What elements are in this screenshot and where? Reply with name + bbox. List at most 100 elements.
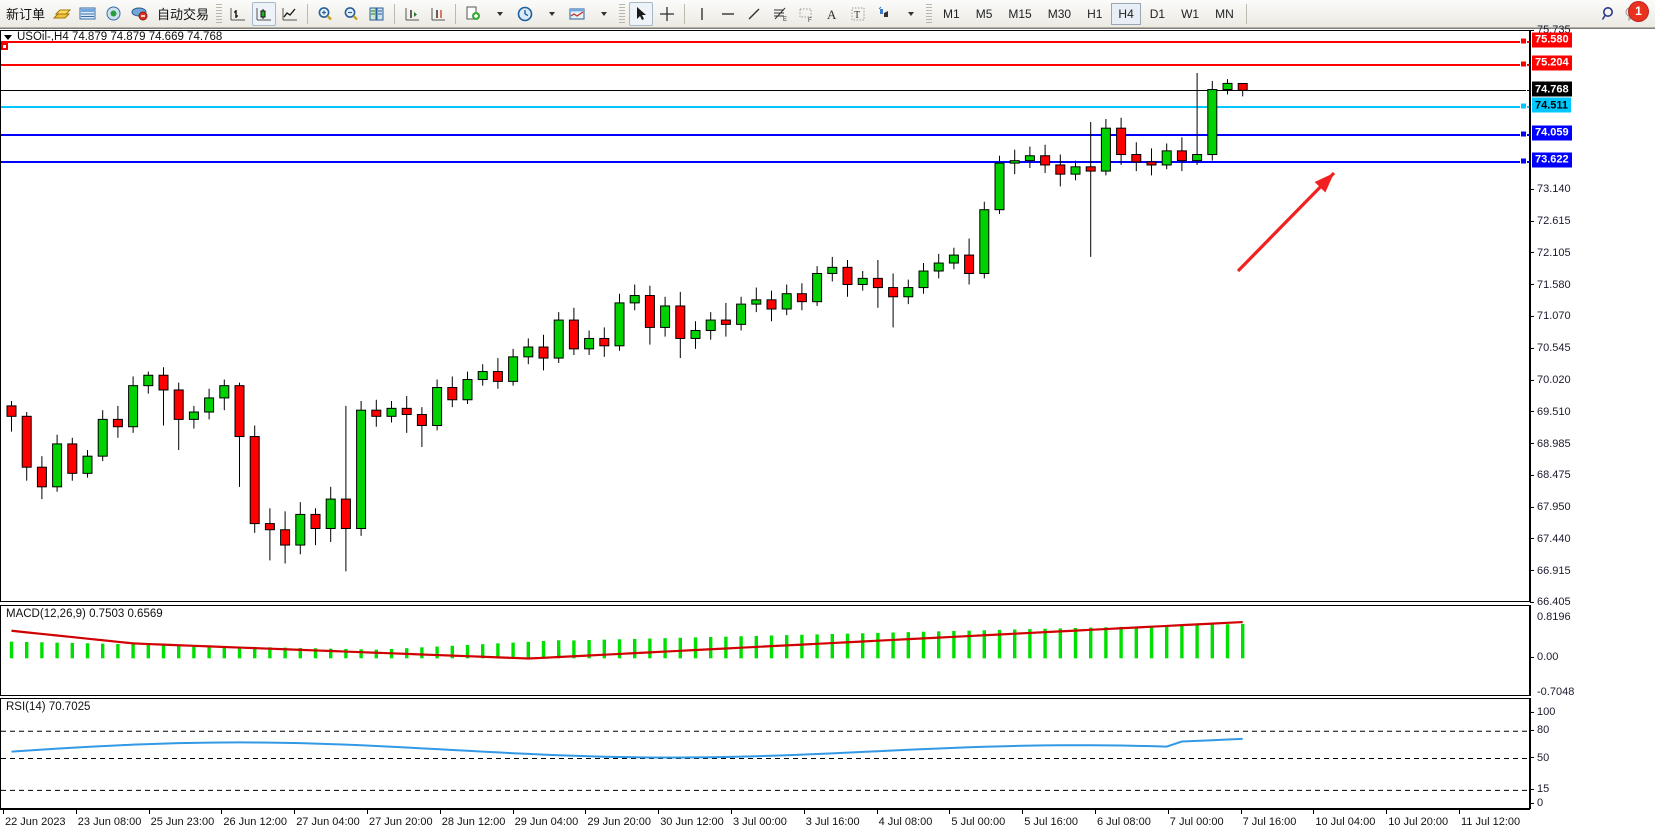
timeframe-d1[interactable]: D1: [1149, 6, 1166, 21]
time-axis-label: 23 Jun 08:00: [77, 816, 142, 828]
chevron-down-icon[interactable]: [4, 34, 12, 40]
rsi-tick-label: 50: [1530, 751, 1549, 764]
vline-icon[interactable]: [690, 2, 714, 26]
macd-pane[interactable]: MACD(12,26,9) 0.7503 0.6569: [0, 605, 1530, 696]
price-level-handle[interactable]: [1520, 37, 1527, 44]
template-dropdown-caret[interactable]: [487, 2, 511, 26]
timeframe-h1[interactable]: H1: [1087, 6, 1103, 21]
price-level-tag[interactable]: 75.580: [1532, 32, 1572, 47]
time-tick: [512, 810, 514, 814]
price-tick-label: 71.070: [1530, 310, 1571, 322]
rsi-scale[interactable]: 100 80 50 15 0: [1530, 698, 1655, 809]
price-level-handle[interactable]: [1520, 60, 1527, 68]
time-axis-label: 29 Jun 04:00: [514, 816, 579, 828]
macd-scale[interactable]: 0.8196 0.00 -0.7048: [1530, 605, 1655, 699]
autotrading-icon[interactable]: [128, 2, 152, 26]
timeframe-h4[interactable]: H4: [1111, 2, 1141, 25]
shift-end-icon[interactable]: [400, 2, 424, 26]
price-level-tag[interactable]: 74.059: [1532, 125, 1572, 141]
price-plot[interactable]: [1, 31, 1529, 601]
time-tick: [1459, 810, 1460, 814]
indicators-icon[interactable]: [565, 2, 589, 26]
price-level-tag[interactable]: 74.511: [1532, 97, 1572, 113]
indicators-dropdown-caret[interactable]: [591, 2, 615, 26]
text-icon[interactable]: A: [820, 2, 844, 26]
macd-tick-label: -0.7048: [1537, 686, 1575, 699]
period-icon[interactable]: [513, 2, 537, 26]
rsi-plot[interactable]: [1, 699, 1529, 808]
toolbar-separator: [307, 3, 309, 24]
channel-icon[interactable]: F: [794, 2, 818, 26]
price-tick-label: 68.475: [1530, 469, 1571, 481]
search-icon[interactable]: [1597, 2, 1621, 26]
shapes-icon[interactable]: [872, 2, 896, 26]
time-axis-label: 3 Jul 16:00: [805, 816, 860, 828]
tile-windows-icon[interactable]: [365, 2, 389, 26]
timeframe-m1[interactable]: M1: [943, 6, 960, 21]
hline-icon[interactable]: [716, 2, 740, 26]
time-axis-label: 29 Jun 20:00: [587, 816, 652, 828]
candlestick-chart-icon[interactable]: [252, 1, 277, 26]
new-order-button[interactable]: 新订单: [3, 2, 48, 26]
price-level-line[interactable]: [1, 88, 1529, 97]
chart-drag-handle[interactable]: [1, 43, 8, 50]
price-pane[interactable]: [0, 30, 1530, 602]
auto-scroll-icon[interactable]: [426, 2, 450, 26]
price-tick-label: 66.915: [1530, 565, 1571, 577]
price-level-tag[interactable]: 74.768: [1532, 81, 1572, 97]
price-level-handle[interactable]: [1520, 130, 1527, 138]
price-tick-label: 70.020: [1530, 374, 1571, 386]
price-level-handle[interactable]: [1520, 102, 1527, 110]
zoom-in-icon[interactable]: [313, 2, 337, 26]
price-tick-label: 67.440: [1530, 532, 1571, 545]
period-dropdown-caret[interactable]: [539, 2, 563, 26]
price-level-tag[interactable]: 75.204: [1532, 55, 1572, 71]
timeframe-mn[interactable]: MN: [1215, 6, 1234, 21]
navigator-icon[interactable]: [102, 2, 126, 26]
macd-label: MACD(12,26,9) 0.7503 0.6569: [6, 608, 163, 620]
label-icon[interactable]: T: [846, 2, 870, 26]
price-level-tag[interactable]: 73.622: [1532, 152, 1572, 168]
autotrading-label: 自动交易: [157, 7, 210, 22]
line-chart-icon[interactable]: [278, 2, 302, 26]
svg-text:E: E: [783, 17, 787, 23]
price-tick-label: 67.950: [1530, 501, 1571, 513]
rsi-series: [1, 730, 1529, 791]
template-icon[interactable]: [461, 2, 485, 26]
price-tick-label: 72.105: [1530, 246, 1571, 259]
time-tick: [1167, 810, 1169, 814]
toolbar-grip-2[interactable]: [619, 3, 626, 24]
time-tick: [221, 810, 223, 814]
timeframe-m5[interactable]: M5: [975, 6, 993, 21]
rsi-tick-label: 15: [1530, 783, 1549, 795]
toolbar-separator-3: [455, 3, 457, 24]
macd-plot[interactable]: [1, 606, 1529, 695]
timeframe-w1[interactable]: W1: [1181, 6, 1200, 21]
timeframe-m15[interactable]: M15: [1008, 6, 1032, 21]
price-level-handle[interactable]: [1520, 157, 1527, 165]
fibonacci-icon[interactable]: E: [768, 2, 792, 26]
macd-tick-label: 0.8196: [1537, 611, 1571, 624]
crosshair-icon[interactable]: [655, 2, 679, 26]
toolbar-grip[interactable]: [216, 3, 223, 24]
time-tick: [75, 810, 77, 814]
gold-bars-icon[interactable]: [50, 2, 74, 26]
chart-container[interactable]: USOil-,H4 74.879 74.879 74.669 74.768 MA…: [0, 24, 1655, 833]
bar-chart-icon[interactable]: [226, 2, 250, 26]
cursor-icon[interactable]: [629, 1, 654, 26]
notification-icon[interactable]: 1: [1623, 1, 1648, 26]
shapes-dropdown-caret[interactable]: [898, 2, 922, 26]
time-tick: [585, 810, 587, 814]
price-scale[interactable]: 75.735 73.140 72.615 72.105 71.580 71.070 70.5…: [1530, 24, 1655, 608]
zoom-out-icon[interactable]: [339, 2, 363, 26]
time-tick: [731, 810, 732, 814]
market-watch-icon[interactable]: [76, 2, 100, 26]
autotrading-button[interactable]: 自动交易: [154, 2, 212, 26]
toolbar-grip-3[interactable]: [926, 3, 933, 24]
price-tick-label: 72.615: [1530, 215, 1571, 227]
macd-series: [9, 620, 1245, 660]
time-axis[interactable]: 22 Jun 2023 23 Jun 08:00 25 Jun 23:00 26 Ju…: [0, 809, 1530, 833]
trendline-icon[interactable]: [742, 2, 766, 26]
timeframe-m30[interactable]: M30: [1047, 6, 1072, 21]
rsi-pane[interactable]: RSI(14) 70.7025: [0, 698, 1530, 809]
